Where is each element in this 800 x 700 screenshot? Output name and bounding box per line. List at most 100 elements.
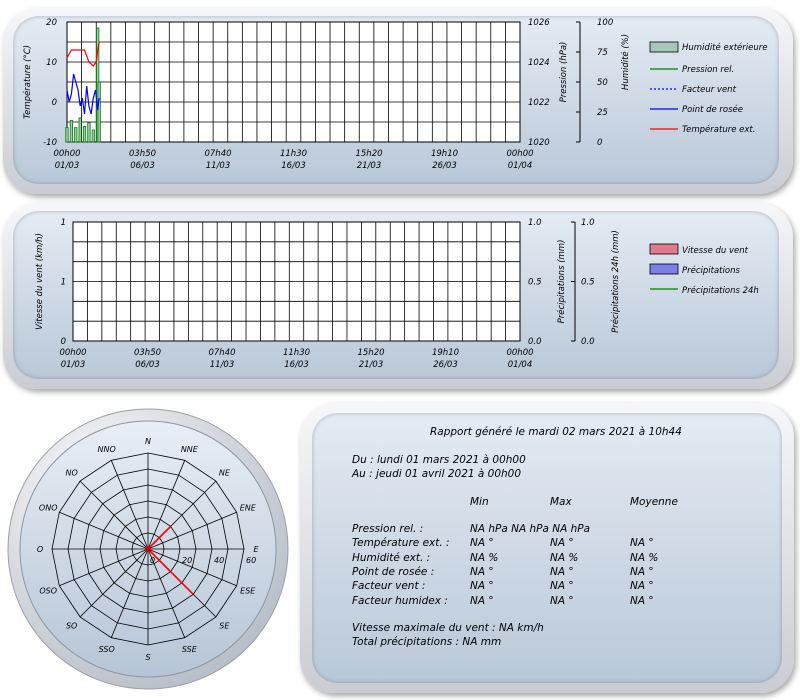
report-cell-max: NA ° <box>550 565 574 578</box>
report-cell-avg: NA % <box>630 551 659 564</box>
rose-direction-label: SO <box>66 621 77 630</box>
rose-radial-tick: 60 <box>246 556 256 565</box>
series-line <box>66 73 100 115</box>
humidity-bar <box>82 126 87 143</box>
axis-label-pressure: Pression (hPa) <box>559 42 569 103</box>
report-cell-avg: NA ° <box>630 565 654 578</box>
x-tick-time: 00h00 <box>53 149 80 159</box>
legend-label: Pression rel. <box>682 65 734 75</box>
rose-spoke <box>147 511 237 550</box>
x-tick-time: 11h30 <box>283 348 310 358</box>
rose-direction-label: NNO <box>98 445 116 454</box>
rose-direction-label: NE <box>219 469 231 478</box>
y-tick-temperature: 20 <box>46 18 57 28</box>
rose-radial-tick: 40 <box>214 556 224 565</box>
x-tick-time: 19h10 <box>432 348 459 358</box>
axis-label-rain24: Précipitations 24h (mm) <box>610 230 621 333</box>
y-tick-rain: 1.0 <box>528 218 542 228</box>
report-header-min: Min <box>470 496 489 508</box>
wind-rain-chart: 00h00 01/03 03h50 06/03 07h40 11/03 11h30 16/03… <box>35 218 759 370</box>
rose-spoke <box>147 548 186 638</box>
y-tick-humidity: 100 <box>597 18 613 28</box>
report-max-wind: Vitesse maximale du vent : NA km/h <box>352 622 544 634</box>
x-tick-time: 15h20 <box>357 348 384 358</box>
y-tick-pressure: 1022 <box>528 98 550 108</box>
axis-label-rain: Précipitations (mm) <box>556 240 567 324</box>
x-tick-time: 03h50 <box>129 149 156 159</box>
rose-direction-label: NNE <box>181 445 199 454</box>
y-tick-temperature: 10 <box>46 58 57 68</box>
rose-radial-tick: 20 <box>182 556 192 565</box>
rose-direction-label: SSE <box>182 645 198 654</box>
report-title: Rapport généré le mardi 02 mars 2021 à 1… <box>430 426 682 438</box>
report-header-max: Max <box>550 496 572 508</box>
report-cell-avg: NA ° <box>630 537 654 550</box>
axis-label-wind: Vitesse du vent (km/h) <box>35 233 45 330</box>
report-panel-inner <box>312 413 782 683</box>
y-tick-humidity: 50 <box>597 78 608 88</box>
report-cell-avg: NA ° <box>630 580 654 593</box>
x-tick-date: 21/03 <box>357 161 382 171</box>
report-cell-min: NA ° <box>470 580 494 593</box>
report-from: Du : lundi 01 mars 2021 à 00h00 <box>352 454 526 466</box>
x-tick-time: 07h40 <box>208 348 235 358</box>
report-cell-max: NA ° <box>550 537 574 550</box>
humidity-bar <box>87 122 91 143</box>
x-tick-time: 15h20 <box>355 149 382 159</box>
x-tick-time: 07h40 <box>204 149 231 159</box>
x-tick-time: 19h10 <box>431 149 458 159</box>
axis-label-temperature: Température (°C) <box>22 45 33 119</box>
rose-spoke <box>59 511 149 550</box>
report-cell-max: NA ° <box>550 580 574 593</box>
rose-spoke <box>147 548 237 587</box>
y-tick-rain24: 0.0 <box>581 337 595 347</box>
y-tick-pressure: 1026 <box>528 18 550 28</box>
legend-label: Point de rosée <box>682 104 743 115</box>
y-tick-rain24: 1.0 <box>581 218 595 228</box>
x-tick-time: 11h30 <box>280 149 307 159</box>
report-cell-min: NA hPa NA hPa NA hPa <box>470 523 591 535</box>
report-cell-label: Facteur humidex : <box>352 594 448 607</box>
report-cell-label: Humidité ext. : <box>352 551 431 564</box>
report-header-avg: Moyenne <box>630 496 678 508</box>
rose-direction-label: N <box>145 437 151 446</box>
report-cell-min: NA ° <box>470 594 494 607</box>
y-tick-humidity: 0 <box>597 138 602 148</box>
rose-spoke <box>110 460 149 550</box>
rose-direction-label: O <box>37 545 43 554</box>
report-total-rain: Total précipitations : NA mm <box>352 636 502 648</box>
temperature-chart: 00h00 01/03 03h50 06/03 07h40 11/03 11h30 16/03… <box>22 18 767 171</box>
report-cell-min: NA ° <box>470 537 494 550</box>
rose-spoke <box>79 480 149 550</box>
rose-center-dot <box>145 546 151 552</box>
legend-label: Vitesse du vent <box>682 246 749 256</box>
x-tick-date: 11/03 <box>206 161 231 171</box>
y-tick-humidity: 25 <box>597 108 608 118</box>
y-tick-pressure: 1024 <box>528 58 550 68</box>
legend-label: Précipitations <box>682 265 740 276</box>
rose-spoke <box>110 548 149 638</box>
rose-direction-label: SE <box>219 621 230 630</box>
report-cell-min: NA ° <box>470 565 494 578</box>
rose-direction-label: SSO <box>99 645 115 654</box>
rose-direction-label: OSO <box>39 586 57 595</box>
legend-label: Précipitations 24h <box>682 285 759 296</box>
y-tick-rain: 0.0 <box>528 337 542 347</box>
x-tick-date: 26/03 <box>433 360 458 370</box>
rose-wind-line <box>147 548 194 595</box>
humidity-bar <box>74 127 78 143</box>
humidity-bar <box>69 120 73 143</box>
report: Rapport généré le mardi 02 mars 2021 à 1… <box>320 413 790 683</box>
y-tick-wind: 1 <box>61 278 66 288</box>
rose-direction-label: ONO <box>39 504 58 513</box>
legend-label: Facteur vent <box>682 85 737 95</box>
x-tick-date: 01/03 <box>61 360 86 370</box>
rose-direction-label: E <box>253 545 259 554</box>
x-tick-date: 21/03 <box>359 360 384 370</box>
x-tick-date: 01/03 <box>55 161 80 171</box>
report-cell-label: Température ext. : <box>352 537 450 550</box>
rose-spoke <box>79 548 149 618</box>
y-tick-rain: 0.5 <box>528 278 542 288</box>
x-tick-date: 01/04 <box>508 161 533 171</box>
report-cell-label: Point de rosée : <box>352 565 435 578</box>
